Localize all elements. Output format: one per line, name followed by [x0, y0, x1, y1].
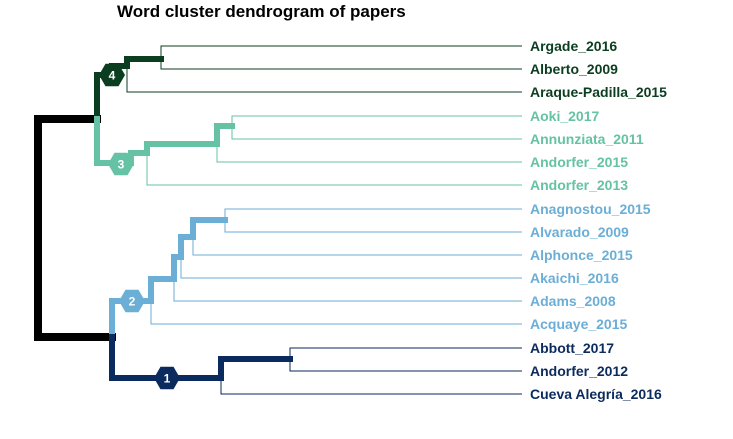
leaf-link [192, 237, 522, 256]
cluster-badge-1: 1 [154, 366, 180, 390]
cluster-badge-number: 3 [118, 158, 125, 172]
hexagon-icon [119, 289, 145, 313]
leaf-link [289, 359, 522, 372]
leaf-link [231, 126, 522, 140]
leaf-labels: Argade_2016 Alberto_2009 Araque-Padilla_20… [530, 38, 667, 402]
cluster-badge-2: 2 [119, 289, 145, 313]
cluster-badge-4: 4 [99, 63, 125, 87]
leaf-link [180, 257, 522, 279]
leaf-link [146, 153, 522, 186]
leaf-label: Cueva Alegría_2016 [530, 386, 662, 402]
cluster-badges: 4 3 2 1 [99, 63, 180, 390]
leaf-label: Andorfer_2015 [530, 154, 628, 170]
leaf-label: Anagnostou_2015 [530, 201, 651, 217]
leaf-label: Alberto_2009 [530, 61, 618, 77]
leaf-link [289, 347, 522, 359]
leaf-link [173, 279, 522, 302]
leaf-link [220, 378, 522, 395]
leaf-label: Andorfer_2013 [530, 177, 628, 193]
hexagon-icon [154, 366, 180, 390]
leaf-label: Alphonce_2015 [530, 247, 633, 263]
chart-title: Word cluster dendrogram of papers [117, 2, 406, 21]
branch-cluster_1 [109, 334, 293, 381]
leaf-label: Acquaye_2015 [530, 316, 628, 332]
leaf-link [160, 45, 522, 59]
cluster-badge-number: 2 [129, 295, 136, 309]
leaf-label: Andorfer_2012 [530, 363, 628, 379]
leaf-links [126, 45, 522, 395]
leaf-label: Adams_2008 [530, 293, 616, 309]
cluster-badge-number: 4 [109, 69, 116, 83]
leaf-label: Akaichi_2016 [530, 270, 619, 286]
leaf-label: Abbott_2017 [530, 340, 614, 356]
cluster-badge-number: 1 [164, 372, 171, 386]
leaf-link [224, 208, 522, 220]
leaf-label: Argade_2016 [530, 38, 617, 54]
hexagon-icon [108, 152, 134, 176]
leaf-label: Annunziata_2011 [530, 131, 644, 147]
leaf-link [231, 115, 522, 126]
cluster-badge-3: 3 [108, 152, 134, 176]
leaf-label: Aoki_2017 [530, 108, 599, 124]
dendrogram-branches [34, 56, 293, 381]
leaf-link [150, 301, 522, 325]
leaf-link [216, 144, 522, 163]
leaf-link [126, 66, 522, 93]
leaf-link [224, 220, 522, 233]
leaf-label: Araque-Padilla_2015 [530, 84, 667, 100]
leaf-label: Alvarado_2009 [530, 224, 629, 240]
branch-root [34, 115, 116, 341]
hexagon-icon [99, 63, 125, 87]
leaf-link [160, 59, 522, 70]
